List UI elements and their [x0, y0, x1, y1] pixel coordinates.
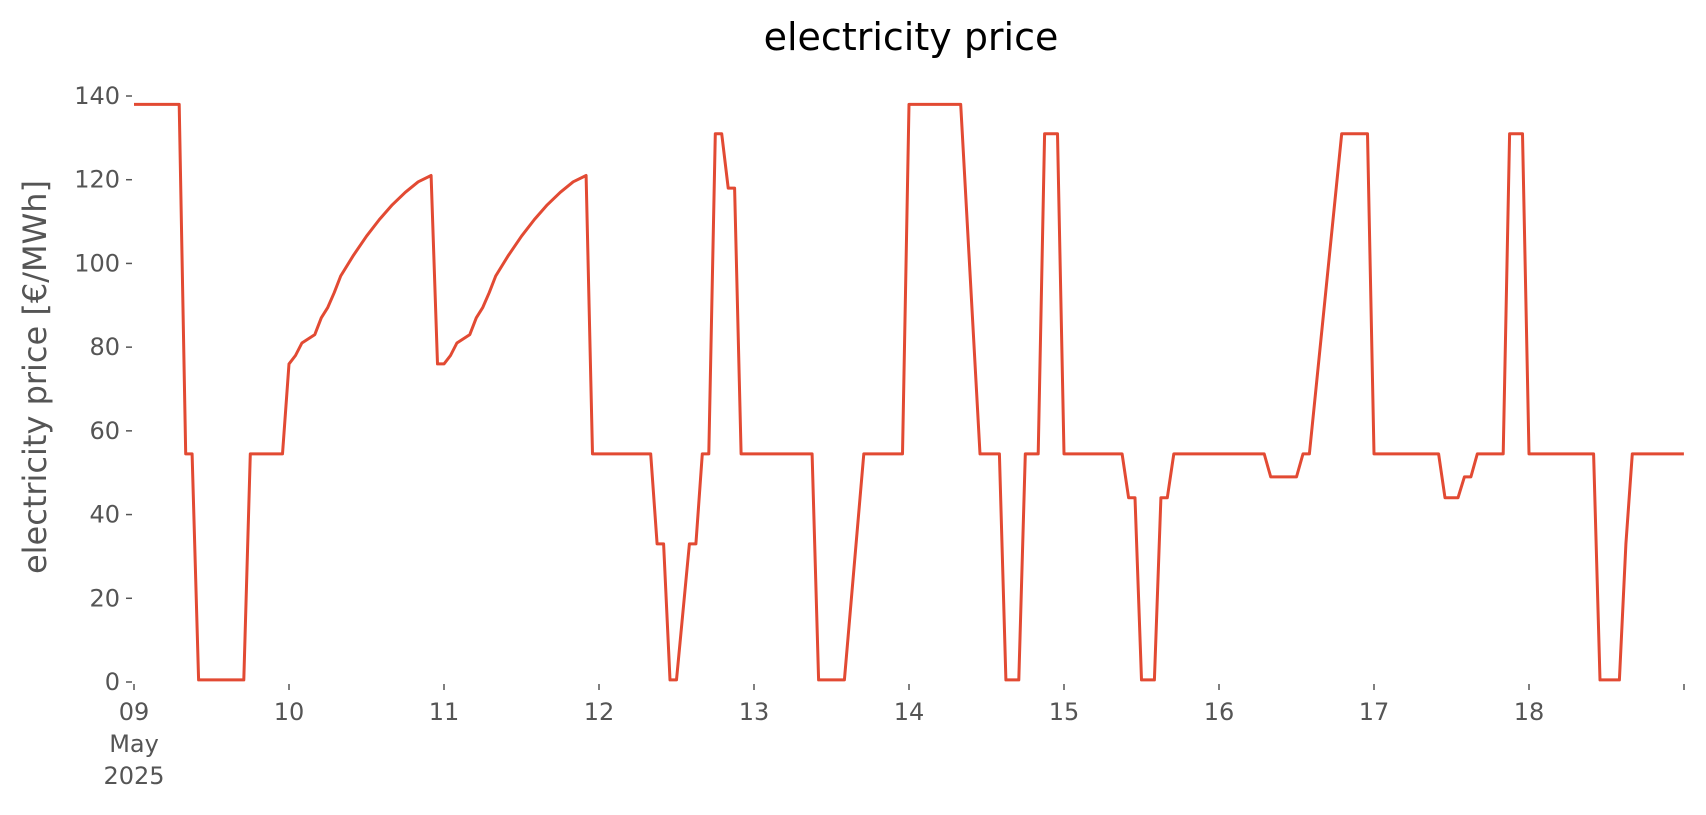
x-tick-label: 10: [274, 698, 305, 726]
plot-area: [134, 102, 1684, 682]
y-tick-label: 140: [74, 82, 120, 110]
x-tick-label: May: [109, 730, 159, 758]
y-tick-label: 20: [89, 584, 120, 612]
y-axis-label: electricity price [€/MWh]: [16, 180, 54, 574]
x-tick-label: 09: [119, 698, 150, 726]
price-series-line: [134, 102, 1684, 682]
x-tick-label: 16: [1204, 698, 1235, 726]
x-tick-label: 11: [429, 698, 460, 726]
x-tick-label: 2025: [103, 762, 164, 790]
x-tick-label: 18: [1514, 698, 1545, 726]
x-tick-label: 14: [894, 698, 925, 726]
y-tick-label: 100: [74, 249, 120, 277]
y-tick-label: 40: [89, 501, 120, 529]
x-tick-label: 12: [584, 698, 615, 726]
x-axis-ticks: 09 May 2025 10 11 12 13 14 15 16 17 18: [103, 684, 1685, 790]
x-tick-label: 17: [1359, 698, 1390, 726]
x-tick-label: 15: [1049, 698, 1080, 726]
y-tick-label: 0: [105, 668, 120, 696]
x-tick-label: 13: [739, 698, 770, 726]
y-tick-label: 120: [74, 166, 120, 194]
y-axis-ticks: 0 20 40 60 80 100 120 140: [74, 82, 132, 696]
y-tick-label: 60: [89, 417, 120, 445]
y-tick-label: 80: [89, 333, 120, 361]
chart-title: electricity price: [764, 15, 1059, 59]
